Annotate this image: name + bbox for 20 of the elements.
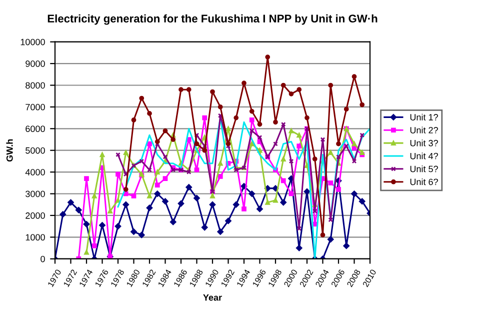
legend-label: Unit 1? [410,114,438,120]
legend-label: Unit 6? [410,178,438,186]
x-axis-title: Year [203,294,222,301]
y-tick-label: 1000 [26,234,45,241]
legend-label: Unit 3? [410,140,438,146]
y-tick-label: 9000 [26,60,45,67]
legend-label: Unit 5? [410,166,438,172]
y-tick-label: 5000 [26,147,45,154]
y-tick-label: 3000 [26,190,45,198]
legend-label: Unit 2? [410,126,438,134]
y-tick-label: 4000 [25,169,45,176]
y-tick-label: 2000 [26,212,45,219]
y-tick-label: 0 [40,256,45,262]
y-tick-label: 8000 [26,82,45,89]
y-axis-title: GW.h [6,139,13,162]
y-tick-label: 10000 [20,38,45,46]
legend-label: Unit 4? [410,152,438,160]
y-tick-label: 7000 [26,104,45,110]
y-tick-label: 6000 [26,126,45,132]
chart-title: Electricity generation for the Fukushima I NPP by Unit in GW·h [48,14,378,25]
